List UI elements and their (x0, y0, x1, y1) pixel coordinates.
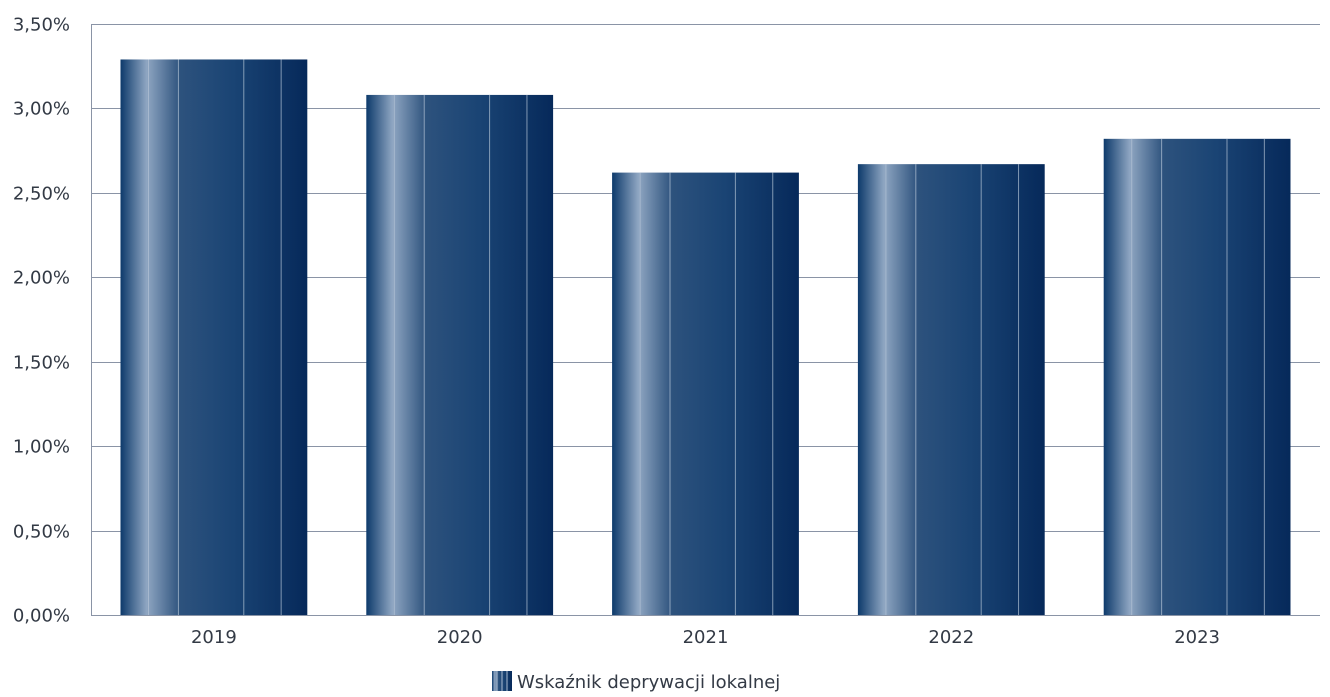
bar (1104, 139, 1291, 615)
bar (612, 173, 799, 615)
y-tick-label: 0,50% (13, 522, 70, 543)
y-tick-label: 3,00% (13, 99, 70, 120)
x-tick-label: 2019 (191, 627, 237, 648)
x-tick-label: 2020 (437, 627, 483, 648)
x-tick-label: 2022 (928, 627, 974, 648)
y-tick-label: 2,00% (13, 268, 70, 289)
y-tick-label: 0,00% (13, 606, 70, 627)
bar (366, 95, 553, 615)
bar (858, 164, 1045, 615)
y-tick-label: 3,50% (13, 15, 70, 36)
legend-label: Wskaźnik deprywacji lokalnej (517, 672, 780, 693)
x-tick-label: 2023 (1174, 627, 1220, 648)
y-tick-label: 1,50% (13, 353, 70, 374)
x-tick-label: 2021 (683, 627, 729, 648)
legend-swatch (492, 671, 512, 691)
y-tick-label: 1,00% (13, 437, 70, 458)
bar (120, 59, 307, 615)
y-axis: 0,00% 0,50% 1,00% 1,50% 2,00% 2,50% 3,00% 3,50% (13, 15, 92, 627)
bars (120, 59, 1290, 615)
y-tick-label: 2,50% (13, 184, 70, 205)
x-axis: 2019 2020 2021 2022 2023 (91, 616, 1320, 649)
legend: Wskaźnik deprywacji lokalnej (492, 671, 780, 693)
